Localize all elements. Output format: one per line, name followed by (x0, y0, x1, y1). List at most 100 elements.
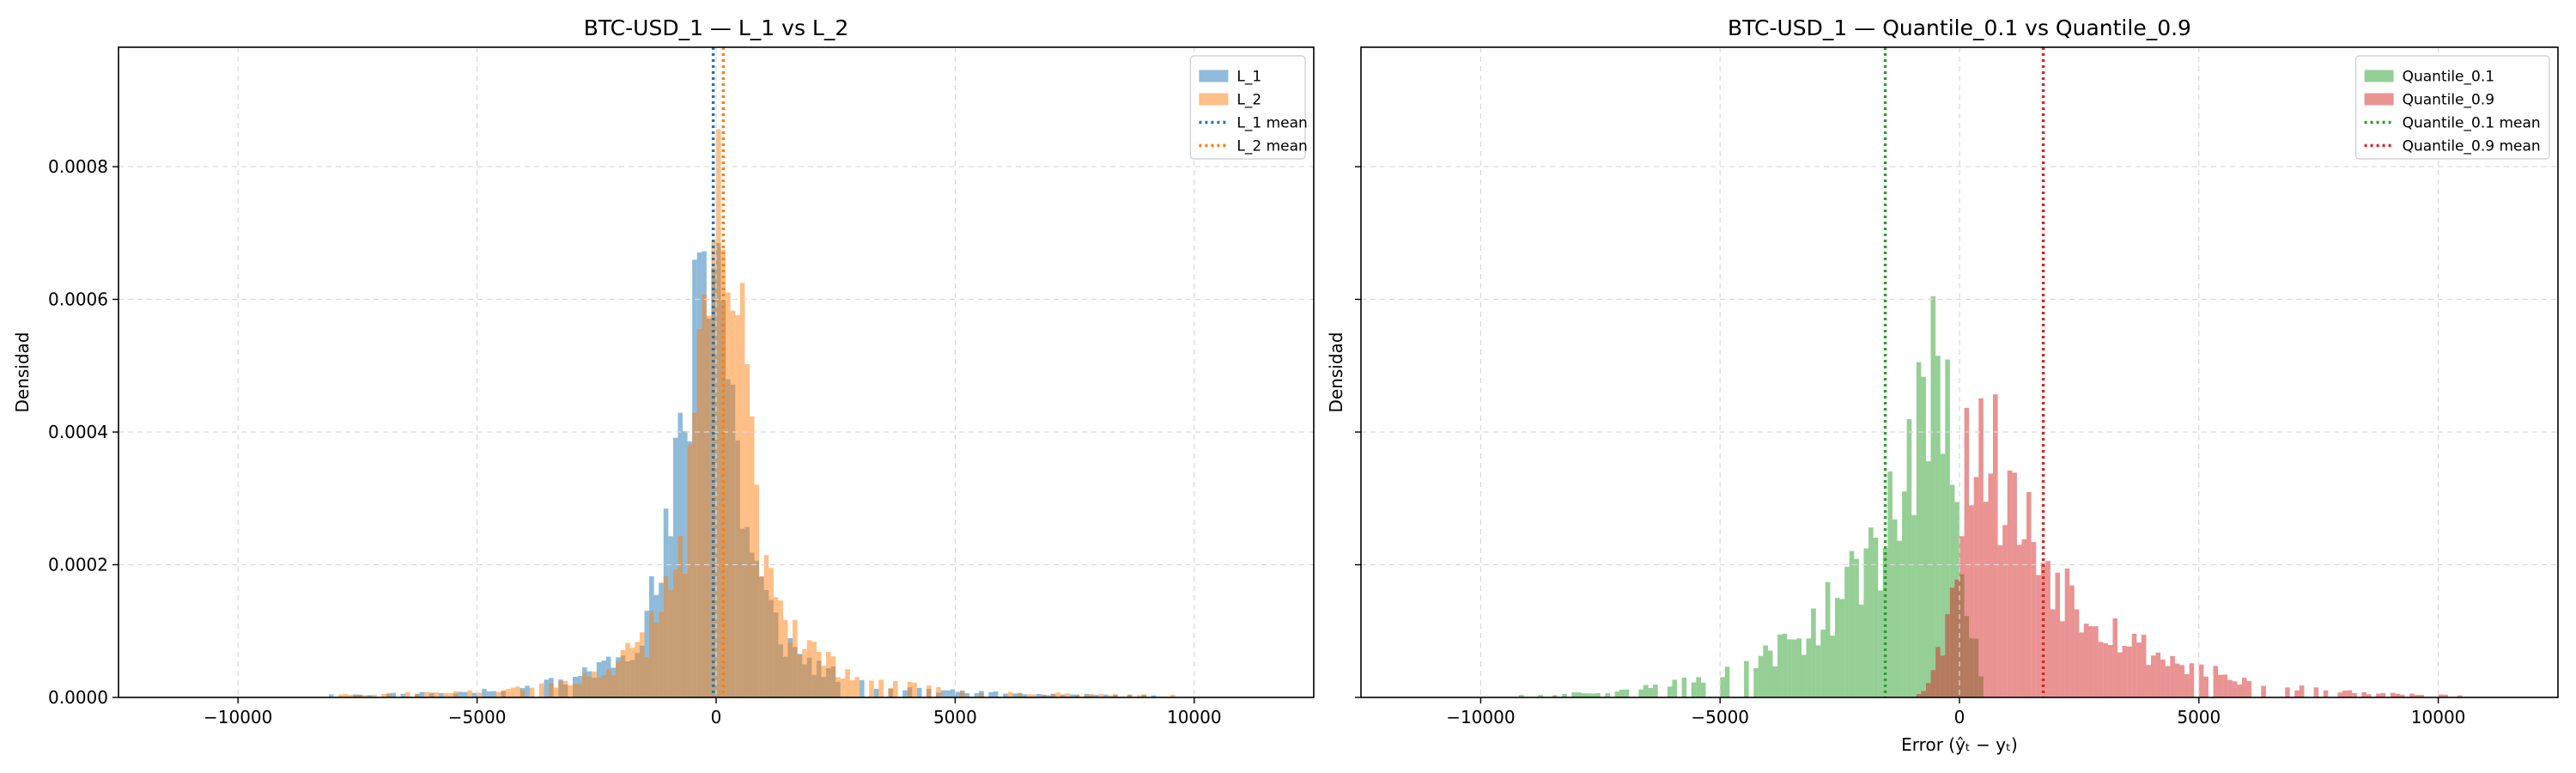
y-tick-label: 0.0002 (48, 555, 108, 575)
hist-bar-l-1 (644, 611, 650, 697)
hist-bar-l-2 (716, 129, 721, 698)
legend-label: Quantile_0.1 (2403, 69, 2494, 86)
hist-bar-quantile-0-1 (1806, 638, 1812, 697)
hist-bar-l-2 (1065, 693, 1071, 697)
hist-bar-quantile-0-1 (1902, 491, 1907, 697)
hist-bar-quantile-0-9 (2198, 664, 2204, 697)
y-tick-label: 0.0000 (48, 687, 108, 708)
hist-bar-quantile-0-9 (2069, 585, 2075, 697)
hist-bar-l-2 (979, 692, 984, 697)
hist-bar-quantile-0-1 (1581, 693, 1587, 697)
x-tick-label: 0 (1954, 707, 1965, 727)
panel-right: −10000 −5000 0 5000 10000 BTC-USD_1 — Quanti… (1326, 15, 2559, 755)
hist-bar-quantile-0-9 (2055, 572, 2061, 697)
legend-swatch (1199, 93, 1229, 106)
hist-bar-l-1 (1046, 695, 1051, 697)
hist-bar-l-1 (525, 685, 530, 697)
hist-bar-quantile-0-9 (2313, 687, 2319, 697)
hist-bar-quantile-0-1 (1758, 655, 1764, 697)
hist-bar-l-2 (601, 675, 606, 697)
hist-bar-quantile-0-1 (1945, 359, 1950, 697)
hist-bar-l-2 (538, 683, 544, 697)
hist-bar-quantile-0-1 (1724, 666, 1730, 697)
hist-bar-quantile-0-1 (1605, 693, 1610, 697)
hist-bar-l-1 (1151, 695, 1157, 697)
panel-left: −10000 −5000 0 5000 10000 0.0000 0.0002 0.0004 0… (12, 15, 1315, 727)
hist-bar-l-1 (482, 689, 487, 697)
x-tick-label: −5000 (448, 707, 507, 727)
hist-bar-quantile-0-9 (1964, 407, 1970, 697)
hist-bar-quantile-0-9 (2098, 642, 2104, 697)
hist-bar-quantile-0-1 (1720, 677, 1725, 697)
hist-bar-l-2 (386, 692, 392, 697)
hist-bar-quantile-0-1 (1830, 636, 1836, 697)
hist-bar-l-1 (1036, 693, 1042, 697)
hist-bar-l-2 (912, 682, 917, 697)
hist-bar-quantile-0-9 (1973, 477, 1979, 697)
histogram-bars-right (1519, 295, 2463, 697)
legend-label: L_1 mean (1236, 115, 1307, 132)
hist-bar-l-2 (806, 640, 812, 697)
chart-title-left: BTC-USD_1 — L_1 vs L_2 (584, 15, 849, 40)
hist-bar-l-2 (453, 691, 459, 697)
hist-bar-quantile-0-1 (1767, 650, 1773, 697)
hist-bar-l-2 (854, 677, 860, 697)
hist-bar-l-2 (1141, 694, 1147, 697)
histogram-bars-left (328, 129, 1176, 698)
hist-bar-quantile-0-1 (1590, 693, 1596, 697)
hist-bar-quantile-0-9 (2002, 525, 2008, 697)
mean-lines-left (711, 47, 726, 697)
hist-bar-l-2 (811, 642, 817, 697)
hist-bar-l-2 (653, 623, 659, 697)
hist-bar-l-2 (428, 693, 434, 697)
hist-bar-l-2 (649, 611, 654, 697)
hist-bar-l-2 (501, 690, 507, 697)
x-tick-label: −10000 (204, 707, 272, 727)
hist-bar-quantile-0-1 (1643, 685, 1649, 697)
hist-bar-quantile-0-1 (1887, 471, 1893, 697)
hist-bar-quantile-0-9 (2390, 692, 2396, 697)
hist-bar-l-1 (1012, 693, 1018, 697)
hist-bar-quantile-0-9 (1921, 691, 1926, 697)
hist-bar-l-1 (328, 694, 334, 697)
hist-bar-l-2 (1108, 695, 1114, 697)
hist-bar-l-2 (605, 669, 611, 697)
hist-bar-quantile-0-9 (1988, 473, 1994, 697)
hist-bar-l-2 (702, 294, 707, 697)
grid-left (118, 47, 1314, 698)
hist-bar-l-2 (749, 416, 755, 697)
hist-bar-quantile-0-1 (1571, 692, 1577, 697)
hist-bar-l-2 (1055, 692, 1060, 697)
hist-bar-quantile-0-1 (1858, 604, 1864, 697)
hist-bar-l-1 (860, 679, 865, 697)
hist-bar-l-2 (683, 574, 688, 697)
legend-label: Quantile_0.9 mean (2403, 138, 2541, 155)
x-tick-label: 5000 (933, 707, 977, 727)
hist-bar-l-2 (343, 694, 349, 697)
hist-bar-quantile-0-9 (1954, 579, 1959, 697)
hist-bar-l-2 (692, 412, 697, 697)
hist-bar-l-2 (1041, 694, 1047, 697)
hist-bar-quantile-0-9 (2237, 684, 2242, 697)
hist-bar-l-1 (974, 693, 980, 697)
x-tick-label: −5000 (1691, 707, 1749, 727)
hist-bar-l-2 (797, 654, 803, 697)
hist-bar-l-1 (544, 679, 550, 697)
hist-bar-l-2 (830, 656, 836, 697)
hist-bar-l-2 (739, 283, 745, 697)
hist-bar-l-1 (491, 691, 496, 697)
hist-bar-quantile-0-9 (2079, 632, 2084, 697)
hist-bar-l-1 (988, 691, 993, 697)
hist-bar-l-2 (1074, 695, 1080, 697)
hist-bar-l-1 (1003, 693, 1008, 697)
hist-bar-l-2 (577, 684, 583, 697)
hist-bar-l-2 (361, 695, 368, 697)
hist-bar-quantile-0-9 (2189, 663, 2195, 697)
hist-bar-quantile-0-1 (1839, 599, 1845, 697)
x-tick-label: −10000 (1446, 707, 1515, 727)
hist-bar-l-2 (1017, 694, 1023, 697)
hist-bar-l-2 (639, 632, 645, 697)
hist-bar-l-1 (458, 691, 463, 697)
x-axis-label-right: Error (ŷₜ − yₜ) (1901, 734, 2018, 755)
hist-bar-l-2 (706, 315, 712, 697)
